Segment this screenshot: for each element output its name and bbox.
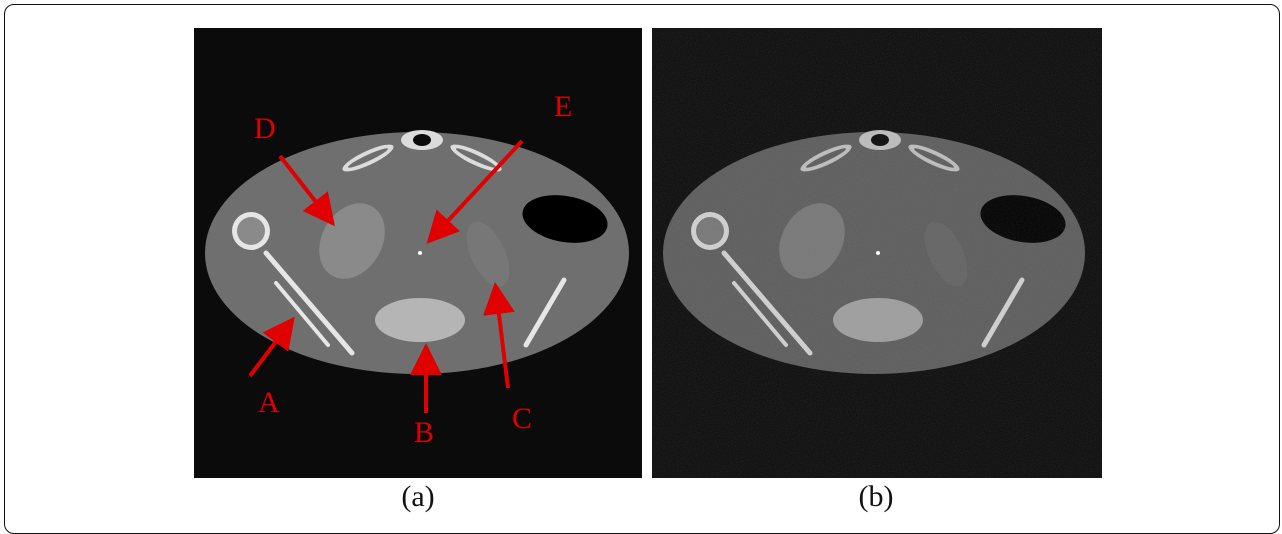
- label-c: C: [512, 402, 532, 435]
- phantom-image-a: A B C D E: [194, 28, 642, 478]
- region-b: [375, 298, 465, 342]
- label-b: B: [414, 416, 434, 449]
- region-e: [418, 251, 422, 255]
- reconstruction: [652, 28, 1102, 478]
- label-e: E: [554, 90, 572, 123]
- phantom-image-b: [652, 28, 1102, 478]
- caption-a: (a): [401, 480, 435, 513]
- label-a: A: [258, 386, 280, 419]
- label-d: D: [254, 112, 276, 145]
- region-d: [319, 203, 385, 279]
- caption-b: (b): [858, 480, 894, 513]
- region-c: [466, 221, 510, 287]
